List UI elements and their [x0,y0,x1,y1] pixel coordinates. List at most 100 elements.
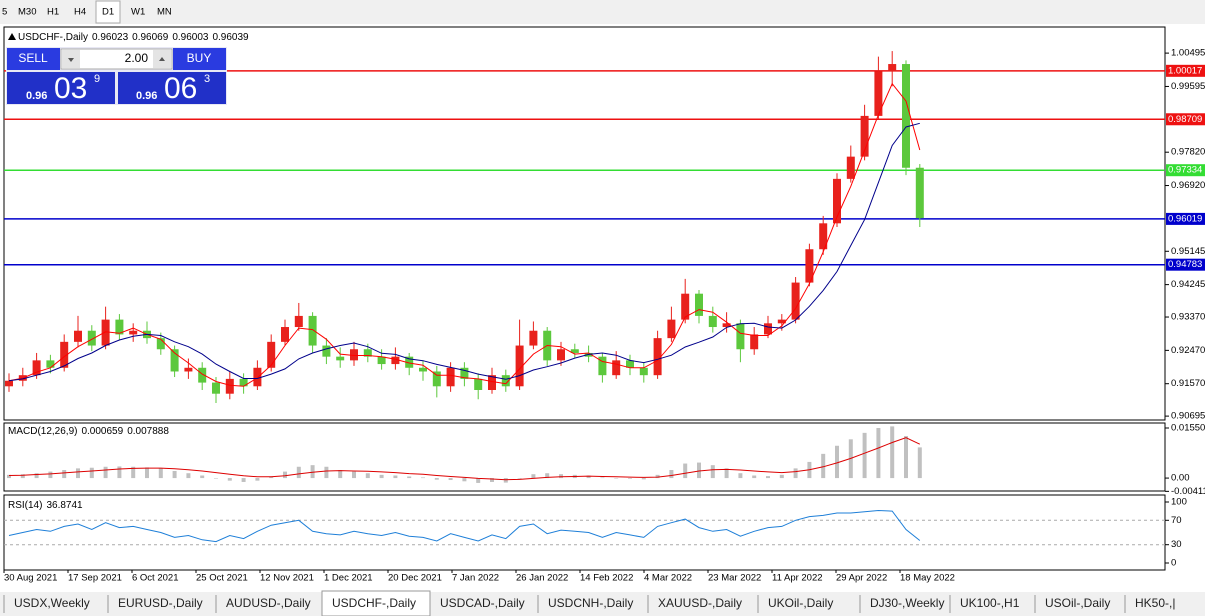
macd-bar [89,467,94,479]
ask-box[interactable] [118,72,226,104]
macd-bar [531,474,536,479]
readout: 0.96003 [172,32,209,43]
candle-body [184,367,193,372]
collapse-icon[interactable] [8,33,16,40]
timeframe-tab[interactable]: 5 [2,7,7,18]
lot-value[interactable]: 2.00 [125,51,149,65]
macd-bar [131,466,136,479]
y-tick-label: -0.00411 [1171,486,1205,497]
bid-point: 9 [94,73,100,85]
sell-label[interactable]: SELL [18,51,48,65]
level-label: 0.98709 [1168,114,1202,125]
macd-bar [407,476,412,479]
macd-bar [462,478,467,482]
symbol-tab[interactable]: USDCNH-,Daily [548,596,633,610]
macd-bar [434,478,439,480]
macd-bar [200,475,205,479]
macd-bar [158,468,163,479]
symbol-tab[interactable]: USDCAD-,Daily [440,596,525,610]
candle-body [860,115,869,157]
signal-line [8,437,921,481]
candle-body [405,356,414,368]
bid-pips: 03 [54,72,87,105]
level-label-bg [1166,164,1205,177]
y-tick-label: 0.01550 [1171,423,1205,434]
x-tick-label: 30 Aug 2021 [4,573,57,584]
macd-bar [62,470,67,479]
macd-bar [241,478,246,482]
symbol-tab[interactable]: USOil-,Daily [1045,596,1110,610]
level-label-bg [1166,64,1205,77]
macd-bar [793,468,798,479]
candle-body [667,319,676,339]
readout: 0.96069 [132,32,169,43]
macd-bar [545,473,550,479]
moving-average [8,122,920,382]
candle-body [225,378,234,394]
candle-body [598,356,607,376]
macd-bar [103,466,108,479]
macd-bar [628,478,632,479]
macd-bar [862,432,867,479]
macd-bar [586,475,591,479]
symbol-tab[interactable]: XAUUSD-,Daily [658,596,742,610]
x-tick-label: 14 Feb 2022 [580,573,633,584]
candle-body [819,223,828,250]
macd-bar [186,473,191,479]
indicator-title: RSI(14) [8,500,42,511]
y-tick-label: 0.95145 [1171,246,1205,257]
symbol-tab[interactable]: EURUSD-,Daily [118,596,203,610]
macd-bar [641,478,646,480]
macd-bar [227,478,232,481]
bid-box[interactable] [7,72,115,104]
symbol-tab-bar [0,592,1205,616]
symbol-tab[interactable]: DJ30-,Weekly [870,596,944,610]
x-tick-label: 18 May 2022 [900,573,955,584]
macd-bar [710,465,715,479]
symbol-tab[interactable]: USDX,Weekly [14,596,90,610]
y-tick-label: 0.99595 [1171,81,1205,92]
macd-bar [34,473,39,479]
buy-label[interactable]: BUY [187,51,212,65]
candle-body [653,338,662,376]
timeframe-tab[interactable]: D1 [102,7,114,18]
macd-bar [172,470,177,479]
buy-button[interactable] [173,48,226,70]
symbol-tab[interactable]: HK50-,| [1135,596,1175,610]
y-tick-label: 0.94245 [1171,279,1205,290]
candle-body [267,341,276,368]
timeframe-tab[interactable]: W1 [131,7,145,18]
symbol-tab[interactable]: UK100-,H1 [960,596,1020,610]
candle-body [432,371,441,387]
macd-bar [393,475,398,479]
rsi-line [8,509,921,543]
macd-bar [669,470,674,479]
timeframe-tab[interactable]: M30 [18,7,36,18]
bid-prefix: 0.96 [26,90,47,102]
symbol-tab[interactable]: AUDUSD-,Daily [226,596,311,610]
timeframe-tab[interactable]: MN [157,7,172,18]
arrow-up [159,57,165,61]
macd-header: MACD(12,26,9) 0.000659 0.007888 [8,426,169,437]
readout: 0.000659 [81,426,123,437]
macd-bar [296,466,301,479]
candle-body [281,327,289,342]
timeframe-tab[interactable]: H4 [74,7,86,18]
symbol-tab[interactable]: UKOil-,Daily [768,596,833,610]
indicator-title: MACD(12,26,9) [8,426,77,437]
timeframe-tab[interactable]: H1 [47,7,59,18]
y-tick-label: 0 [1171,558,1176,569]
candle-body [115,319,124,335]
symbol-tab[interactable]: USDCHF-,Daily [332,596,416,610]
candle-body [874,71,883,116]
x-tick-label: 1 Dec 2021 [324,573,373,584]
candle-body [777,319,786,324]
lot-input[interactable] [60,48,173,70]
candle-body [446,367,455,387]
level-label-bg [1166,258,1205,271]
macd-bar [752,475,757,479]
sell-button[interactable] [7,48,60,70]
candle-body [5,380,13,387]
macd-bar [559,474,563,479]
